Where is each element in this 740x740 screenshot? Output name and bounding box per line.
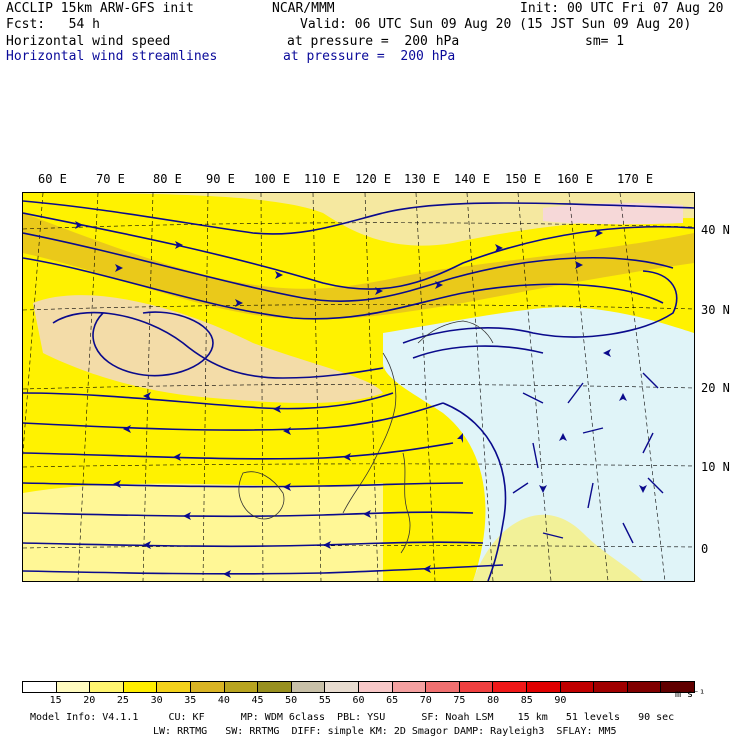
legend-unit: m s⁻¹ bbox=[675, 689, 706, 700]
legend-swatch bbox=[90, 682, 124, 692]
legend-tick-label: 15 bbox=[49, 695, 62, 706]
lon-label: 80 E bbox=[153, 172, 182, 186]
legend-tick-label: 45 bbox=[251, 695, 264, 706]
lon-label: 160 E bbox=[557, 172, 594, 186]
lon-label: 90 E bbox=[206, 172, 235, 186]
legend-swatch bbox=[23, 682, 57, 692]
legend-tick-label: 30 bbox=[150, 695, 163, 706]
legend-swatch bbox=[627, 682, 662, 692]
legend-swatch bbox=[661, 682, 694, 692]
legend-swatch bbox=[560, 682, 595, 692]
field2-level: at pressure = 200 hPa bbox=[283, 49, 456, 64]
forecast-hour: Fcst: 54 h bbox=[6, 17, 100, 32]
legend-tick-label: 70 bbox=[419, 695, 432, 706]
lon-label: 60 E bbox=[38, 172, 67, 186]
lon-label: 150 E bbox=[505, 172, 542, 186]
field2-name: Horizontal wind streamlines bbox=[6, 49, 218, 64]
lat-label: 30 N bbox=[701, 303, 730, 317]
legend-swatch bbox=[358, 682, 393, 692]
calm-streamline-fragments bbox=[512, 372, 664, 544]
wind-map-svg bbox=[23, 193, 694, 581]
legend-tick-label: 55 bbox=[318, 695, 331, 706]
model-info-line1: Model Info: V4.1.1 CU: KF MP: WDM 6class… bbox=[30, 712, 675, 723]
legend-tick-label: 60 bbox=[352, 695, 365, 706]
legend-swatch bbox=[493, 682, 527, 692]
lat-label: 40 N bbox=[701, 223, 730, 237]
moderate-wind-region bbox=[473, 514, 643, 581]
legend-swatch bbox=[459, 682, 494, 692]
legend-tick-label: 40 bbox=[217, 695, 230, 706]
valid-time: Valid: 06 UTC Sun 09 Aug 20 (15 JST Sun … bbox=[300, 17, 692, 32]
color-legend bbox=[22, 681, 695, 693]
lat-label: 20 N bbox=[701, 381, 730, 395]
legend-swatch bbox=[392, 682, 427, 692]
legend-swatch bbox=[56, 682, 91, 692]
legend-swatch bbox=[594, 682, 628, 692]
field1-level: at pressure = 200 hPa bbox=[287, 34, 460, 49]
legend-swatch bbox=[426, 682, 460, 692]
institution-label: NCAR/MMM bbox=[272, 1, 335, 16]
field1-name: Horizontal wind speed bbox=[6, 34, 171, 49]
legend-tick-label: 50 bbox=[285, 695, 298, 706]
legend-tick-label: 25 bbox=[116, 695, 129, 706]
legend-tick-label: 75 bbox=[453, 695, 466, 706]
legend-tick-label: 35 bbox=[184, 695, 197, 706]
legend-swatch bbox=[190, 682, 225, 692]
legend-tick-label: 85 bbox=[520, 695, 533, 706]
lon-label: 110 E bbox=[304, 172, 341, 186]
legend-swatch bbox=[123, 682, 158, 692]
legend-tick-label: 80 bbox=[487, 695, 500, 706]
anticyclone-region bbox=[33, 295, 383, 403]
lon-label: 130 E bbox=[404, 172, 441, 186]
lon-label: 70 E bbox=[96, 172, 125, 186]
strong-wind-region bbox=[543, 202, 683, 225]
jet-core bbox=[23, 213, 694, 320]
weak-wind-region bbox=[23, 483, 383, 581]
legend-swatch bbox=[258, 682, 292, 692]
legend-tick-label: 65 bbox=[386, 695, 399, 706]
lon-label: 100 E bbox=[254, 172, 291, 186]
coastlines bbox=[238, 320, 494, 554]
legend-tick-label: 90 bbox=[554, 695, 567, 706]
calm-wind-region bbox=[383, 307, 694, 581]
legend-swatch bbox=[291, 682, 326, 692]
wind-arrows bbox=[75, 221, 647, 578]
legend-swatch bbox=[224, 682, 259, 692]
legend-swatch bbox=[157, 682, 191, 692]
legend-swatch bbox=[325, 682, 359, 692]
wind-map bbox=[22, 192, 695, 582]
legend-tick-label: 20 bbox=[83, 695, 96, 706]
model-info-line2: LW: RRTMG SW: RRTMG DIFF: simple KM: 2D … bbox=[153, 726, 617, 737]
legend-swatch bbox=[526, 682, 561, 692]
lat-label: 0 bbox=[701, 542, 709, 556]
smoothing-label: sm= 1 bbox=[585, 34, 625, 49]
lon-label: 170 E bbox=[617, 172, 654, 186]
lon-label: 140 E bbox=[454, 172, 491, 186]
lon-label: 120 E bbox=[355, 172, 392, 186]
model-title: ACCLIP 15km ARW-GFS init bbox=[6, 1, 194, 16]
lat-label: 10 N bbox=[701, 460, 730, 474]
init-time: Init: 00 UTC Fri 07 Aug 20 bbox=[520, 1, 724, 16]
